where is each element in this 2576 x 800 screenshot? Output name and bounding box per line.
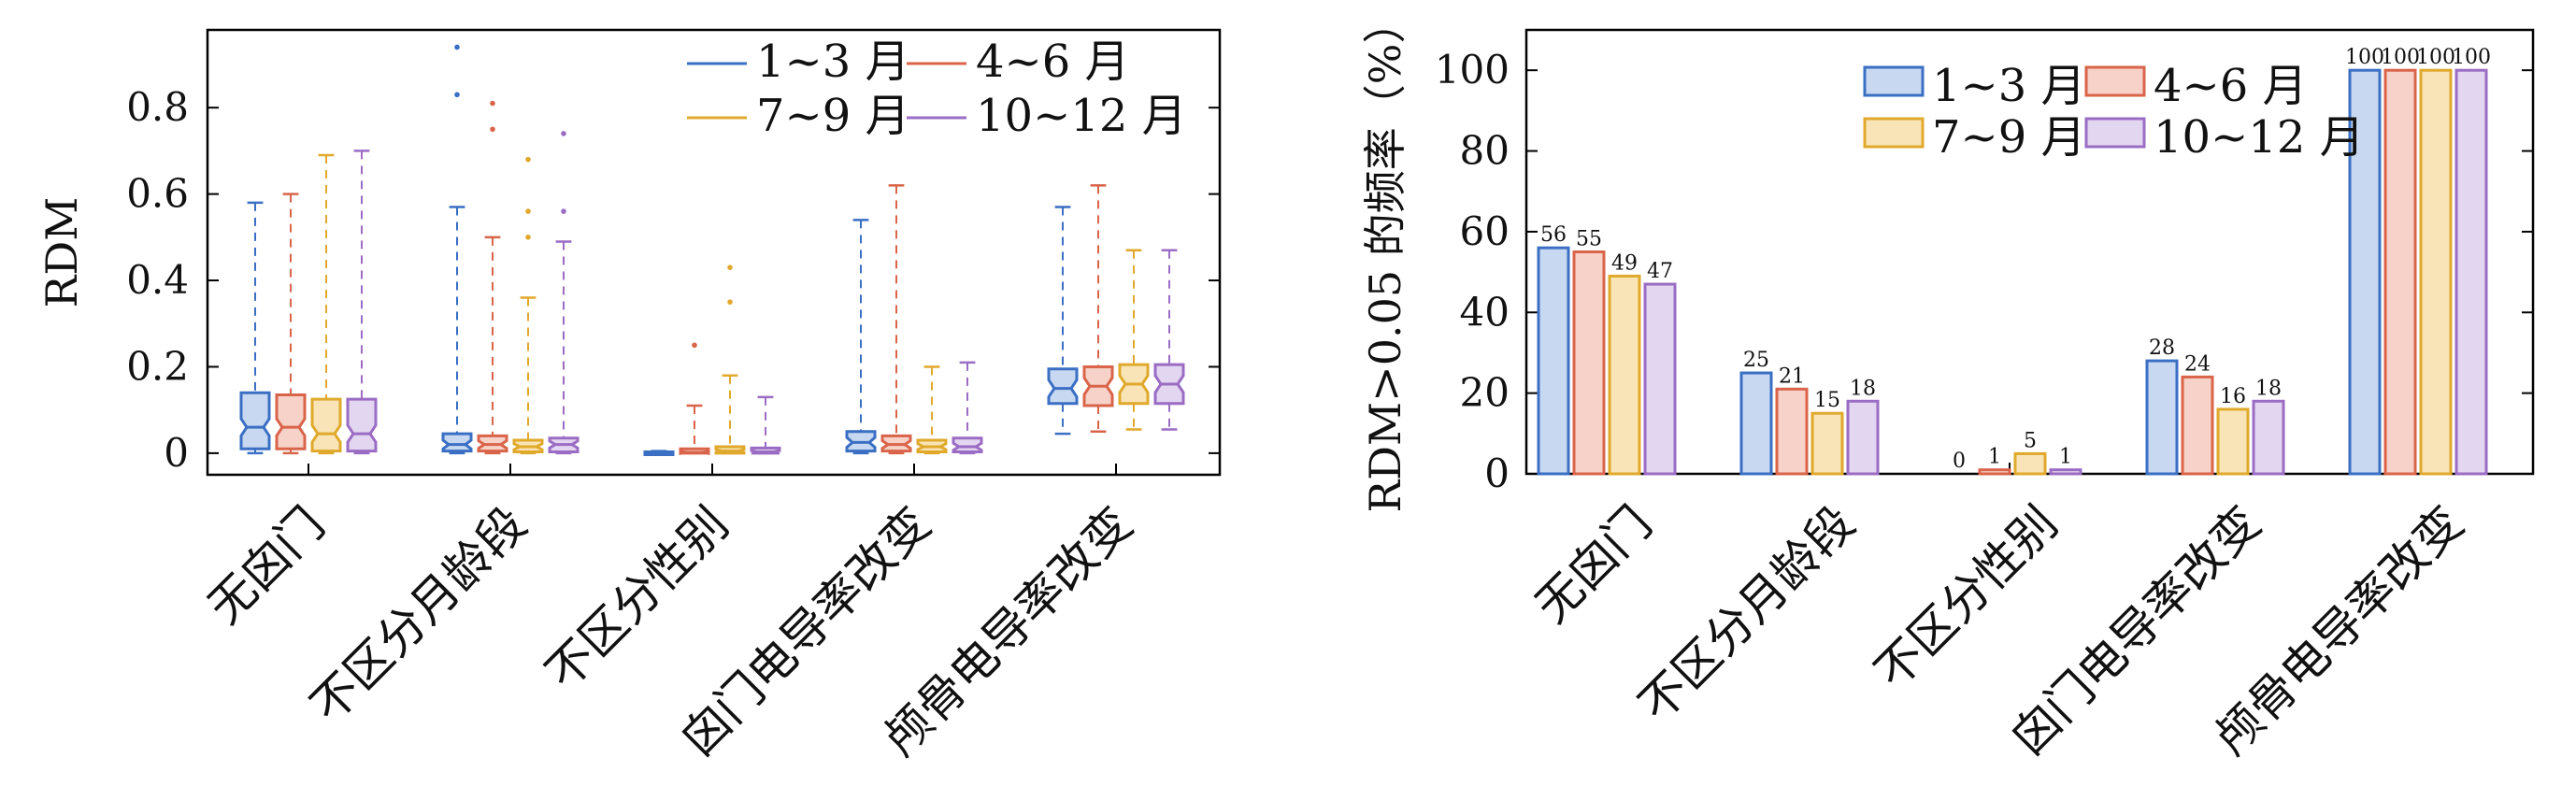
- bar: [1739, 371, 1773, 476]
- bar-value-label: 24: [2184, 352, 2211, 376]
- bar-value-label: 0: [1953, 450, 1966, 473]
- y-tick-label: 0: [1484, 450, 1510, 496]
- outlier-point: [525, 208, 531, 214]
- boxplot-chart: 00.20.40.60.8RDM无囟门不区分月龄段不区分性别囟门电导率改变颅骨电…: [36, 28, 1222, 766]
- legend-label: 4~6 月: [976, 36, 1130, 88]
- box: [346, 397, 378, 453]
- outlier-point: [727, 264, 733, 270]
- bar-value-label: 28: [2149, 336, 2175, 360]
- legend-swatch: [1863, 117, 1925, 149]
- bar: [2383, 68, 2417, 476]
- legend-label: 10~12 月: [2154, 111, 2365, 164]
- x-category-label: 无囟门: [197, 496, 335, 634]
- y-tick-label: 0.6: [126, 171, 189, 217]
- bar-value-label: 16: [2220, 385, 2246, 408]
- box: [239, 391, 271, 450]
- legend-label: 1~3 月: [1932, 60, 2086, 112]
- legend-swatch: [2084, 65, 2146, 97]
- outlier-point: [490, 126, 495, 133]
- bar: [2348, 68, 2382, 476]
- bar: [2181, 375, 2214, 476]
- bar-value-label: 100: [2416, 46, 2455, 69]
- x-category-label: 不区分性别: [536, 496, 739, 700]
- outlier-point: [525, 235, 531, 240]
- bar: [1775, 387, 1809, 476]
- bar: [2013, 451, 2047, 476]
- bar-value-label: 100: [2381, 46, 2420, 69]
- outlier-point: [454, 92, 460, 98]
- bar: [2145, 359, 2179, 476]
- bar: [1846, 399, 1880, 476]
- legend: 1~3 月 4~6 月 7~9 月 10~12 月: [687, 36, 1187, 142]
- bar-chart: 0 20 40 60 80 100 RDM>0.05 的频率（%） 无囟门 56 55 49 47 不区…: [1360, 1, 2535, 765]
- x-category-label: 无囟门: [1524, 495, 1662, 633]
- y-tick-label: 100: [1435, 47, 1510, 93]
- legend-swatch: [1863, 65, 1925, 97]
- y-tick-label: 0.4: [126, 257, 189, 303]
- bar-value-label: 18: [2255, 377, 2282, 400]
- box: [275, 393, 307, 450]
- bar: [1643, 282, 1677, 476]
- box: [952, 436, 983, 454]
- bar: [2419, 68, 2453, 476]
- bar: [2252, 399, 2285, 476]
- box: [1047, 367, 1079, 406]
- bar: [2049, 468, 2082, 476]
- bar: [1572, 250, 1606, 476]
- bar-value-label: 25: [1743, 349, 1769, 372]
- bar-value-label: 1: [2059, 446, 2072, 469]
- bar-value-label: 55: [1576, 228, 1602, 251]
- y-tick-label: 60: [1460, 208, 1510, 254]
- legend: 1~3 月 4~6 月 7~9 月 10~12 月: [1863, 60, 2365, 164]
- box: [310, 397, 342, 453]
- outlier-point: [561, 208, 566, 214]
- y-tick-label: 80: [1460, 128, 1510, 174]
- outlier-point: [490, 100, 495, 107]
- bar: [1978, 468, 2011, 476]
- bar: [1537, 246, 1570, 476]
- x-category-label: 不区分月龄段: [300, 496, 537, 733]
- bar-value-label: 21: [1779, 364, 1805, 388]
- plot-frame: [206, 28, 1222, 477]
- legend-label: 7~9 月: [756, 90, 910, 142]
- bar-value-label: 15: [1814, 389, 1840, 412]
- legend-label: 1~3 月: [756, 36, 910, 88]
- y-axis-label: RDM>0.05 的频率（%）: [1360, 1, 1410, 513]
- outlier-point: [727, 299, 733, 305]
- bar: [2216, 407, 2250, 476]
- outlier-point: [561, 131, 566, 136]
- outlier-point: [692, 342, 697, 349]
- y-axis-label: RDM: [36, 197, 87, 308]
- x-category-label: 不区分性别: [1865, 495, 2068, 699]
- bar: [1810, 411, 1844, 476]
- bar-value-label: 100: [2452, 46, 2491, 69]
- y-tick-label: 0.8: [126, 84, 189, 130]
- bar-value-label: 56: [1540, 223, 1567, 247]
- bar-value-label: 18: [1850, 377, 1876, 400]
- legend-swatch: [2084, 117, 2146, 149]
- bar: [1608, 274, 1641, 476]
- outlier-point: [454, 44, 460, 50]
- bar: [2454, 68, 2488, 476]
- y-tick-label: 0.2: [126, 343, 189, 389]
- bar-value-label: 47: [1647, 260, 1673, 283]
- bar-value-label: 1: [1988, 446, 2001, 469]
- y-tick-label: 20: [1460, 370, 1510, 416]
- outlier-point: [525, 156, 531, 163]
- y-tick-label: 0: [164, 430, 189, 476]
- y-tick-label: 40: [1460, 289, 1510, 335]
- box: [441, 432, 473, 453]
- x-category-label: 不区分月龄段: [1628, 495, 1865, 732]
- bar-value-label: 49: [1611, 251, 1638, 275]
- bar-value-label: 100: [2345, 46, 2384, 69]
- legend-label: 4~6 月: [2154, 60, 2308, 112]
- bar-value-label: 5: [2024, 429, 2037, 452]
- legend-label: 7~9 月: [1932, 111, 2086, 164]
- legend-label: 10~12 月: [976, 90, 1187, 142]
